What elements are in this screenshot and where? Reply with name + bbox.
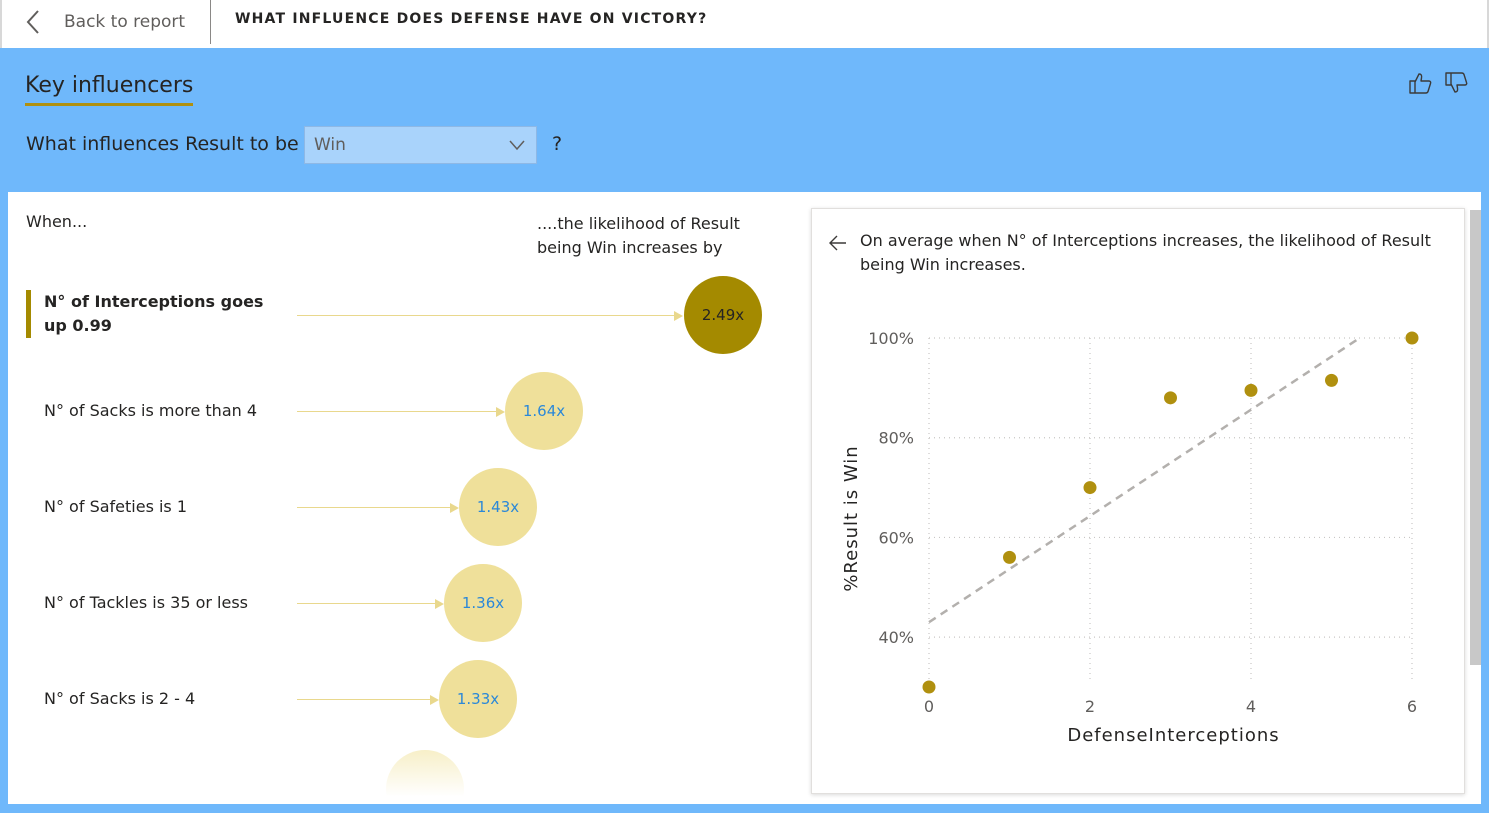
y-axis-title: %Result is Win [841,445,862,591]
feedback-buttons [1407,70,1469,96]
connector-arrow [496,407,505,417]
top-bar: Back to report WHAT INFLUENCE DOES DEFEN… [0,0,1489,48]
connector-arrow [430,695,439,705]
x-tick-label: 0 [924,697,934,716]
likelihood-header: ....the likelihood of Result being Win i… [537,214,740,257]
influencer-detail-card: On average when N° of Interceptions incr… [811,208,1465,794]
data-point [1164,391,1177,405]
trend-line [928,336,1361,624]
key-influencers-visual: Key influencers What influences Result t… [0,48,1489,813]
influencer-label: N° of Safeties is 1 [44,497,188,516]
y-tick-label: 40% [878,628,914,647]
data-point [922,680,936,694]
scatter-chart: 40% 60% 80% 100% 0 2 4 6 DefenseInterceptions %Re… [841,329,1419,746]
influencer-label: N° of Sacks is more than 4 [44,401,258,420]
y-tick-label: 60% [878,528,914,547]
influencer-row-sacks-more-than-4[interactable]: N° of Sacks is more than 4 1.64x [8,372,798,452]
chevron-left-icon [26,10,39,34]
influencer-row-sacks-2-4[interactable]: N° of Sacks is 2 - 4 1.33x [8,660,798,740]
connector-line [297,699,435,700]
influencer-label: N° of Interceptions goes up 0.99 [44,292,264,335]
next-influence-bubble-partial [386,750,464,804]
influence-bubble: 1.36x [444,564,522,642]
divider [210,0,211,44]
x-tick-label: 6 [1407,697,1417,716]
connector-line [297,507,455,508]
when-header: When... [26,212,88,231]
x-tick-label: 2 [1085,697,1095,716]
connector-arrow [674,311,683,321]
influence-bubble: 1.43x [459,468,537,546]
back-to-report-button[interactable]: Back to report [24,0,185,44]
thumbs-up-icon[interactable] [1407,70,1433,96]
influence-bubble: 1.64x [505,372,583,450]
influence-bubble: 2.49x [684,276,762,354]
detail-description: On average when N° of Interceptions incr… [860,231,1431,274]
selected-indicator [26,290,31,338]
y-tick-label: 100% [868,329,914,348]
connector-line [297,603,440,604]
chevron-down-icon [509,140,525,151]
result-dropdown[interactable]: Win [304,126,537,164]
scrollbar[interactable] [1470,210,1481,665]
data-point [1325,373,1338,387]
tab-key-influencers[interactable]: Key influencers [25,73,194,106]
data-point [1003,550,1016,564]
x-tick-label: 4 [1246,697,1256,716]
connector-line [297,315,679,316]
influencer-label: N° of Sacks is 2 - 4 [44,689,196,708]
back-label: Back to report [64,12,186,32]
dropdown-value: Win [314,135,346,155]
influencers-panel: When... ....the likelihood of Result bei… [8,192,1481,804]
influencer-label: N° of Tackles is 35 or less [44,593,248,612]
data-point [1083,481,1097,495]
data-point [1405,331,1419,345]
question-suffix: ? [552,133,563,155]
influencer-row-safeties[interactable]: N° of Safeties is 1 1.43x [8,468,798,548]
influence-bubble: 1.33x [439,660,517,738]
influencer-row-tackles[interactable]: N° of Tackles is 35 or less 1.36x [8,564,798,644]
arrow-left-icon[interactable] [828,233,848,253]
y-tick-label: 80% [878,429,914,448]
connector-arrow [450,503,459,513]
connector-line [297,411,501,412]
data-point [1244,383,1258,397]
question-prefix: What influences Result to be [26,133,299,155]
x-axis-title: DefenseInterceptions [1067,725,1279,746]
thumbs-down-icon[interactable] [1443,70,1469,96]
connector-arrow [435,599,444,609]
influencer-row-interceptions[interactable]: N° of Interceptions goes up 0.99 2.49x [8,276,798,356]
page-title: WHAT INFLUENCE DOES DEFENSE HAVE ON VICT… [235,11,708,27]
